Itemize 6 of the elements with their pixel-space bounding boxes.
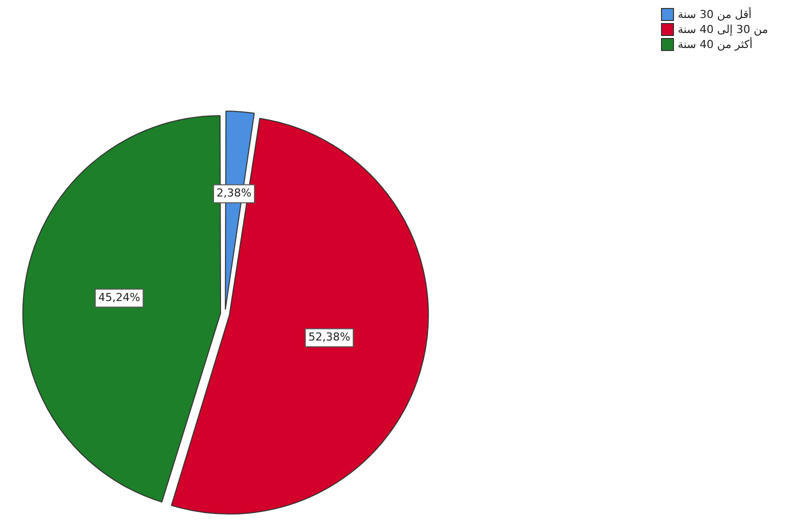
data-label: 45,24% <box>98 290 140 304</box>
legend-label: أكثر من 40 سنة <box>678 38 753 51</box>
data-label: 2,38% <box>216 186 252 200</box>
legend-label: أقل من 30 سنة <box>678 8 752 21</box>
data-label: 52,38% <box>308 330 350 344</box>
legend-label: من 30 إلى 40 سنة <box>678 23 768 36</box>
